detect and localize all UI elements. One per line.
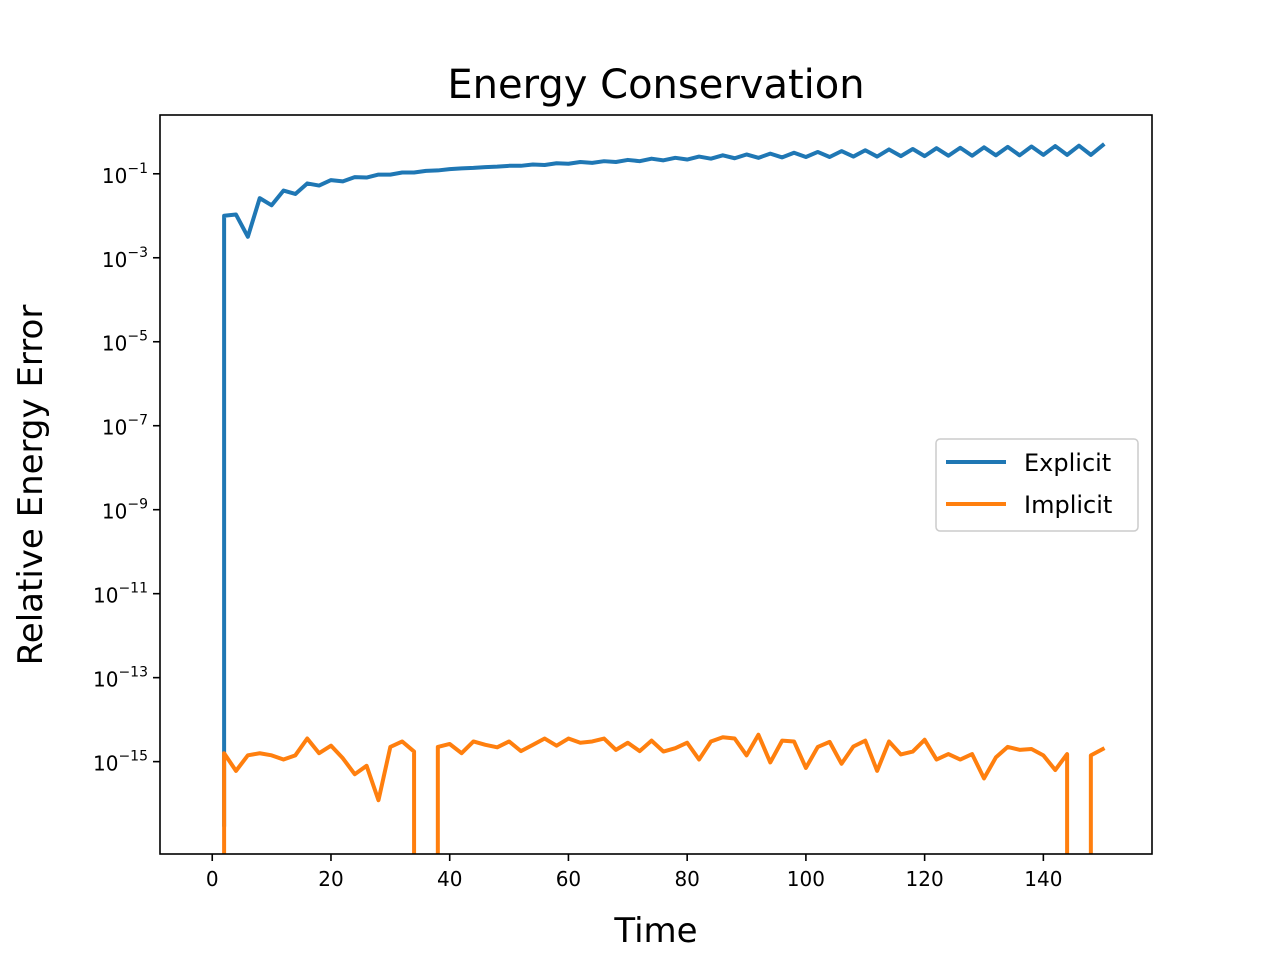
- x-tick-label-140: 140: [1024, 867, 1062, 891]
- series-implicit-line-segment-2: [435, 732, 1070, 854]
- x-tick-label-40: 40: [437, 867, 462, 891]
- series-layer: [222, 142, 1106, 854]
- y-axis-label: Relative Energy Error: [11, 305, 51, 666]
- x-tick-label-20: 20: [318, 867, 343, 891]
- legend: Explicit Implicit: [935, 438, 1139, 532]
- y-tick-label--13: 10−13: [93, 665, 148, 692]
- y-tick-label--7: 10−7: [102, 413, 148, 440]
- series-explicit-line: [222, 142, 1106, 827]
- x-tick-label-80: 80: [674, 867, 699, 891]
- series-implicit-line-segment-1: [222, 736, 417, 854]
- series-implicit-line-segment-3: [1088, 746, 1106, 854]
- y-tick-label--15: 10−15: [93, 749, 148, 776]
- x-axis-label: Time: [613, 911, 697, 951]
- y-tick-label--11: 10−11: [93, 581, 148, 608]
- x-tick-label-60: 60: [556, 867, 581, 891]
- x-tick-label-100: 100: [787, 867, 825, 891]
- legend-label-implicit: Implicit: [1024, 491, 1112, 519]
- y-tick-label--9: 10−9: [102, 497, 148, 524]
- x-tick-label-120: 120: [906, 867, 944, 891]
- y-axis: 10−1 10−3 10−5 10−7 10−9 10−11 10−13 10−15: [93, 161, 160, 776]
- y-tick-label--1: 10−1: [102, 161, 148, 188]
- y-tick-label--3: 10−3: [102, 245, 148, 272]
- x-axis: 0 20 40 60 80 100 120 140: [206, 854, 1062, 891]
- legend-label-explicit: Explicit: [1024, 449, 1111, 477]
- x-tick-label-0: 0: [206, 867, 219, 891]
- plot-frame: [159, 114, 1153, 855]
- chart-title: Energy Conservation: [447, 62, 864, 108]
- y-tick-label--5: 10−5: [102, 329, 148, 356]
